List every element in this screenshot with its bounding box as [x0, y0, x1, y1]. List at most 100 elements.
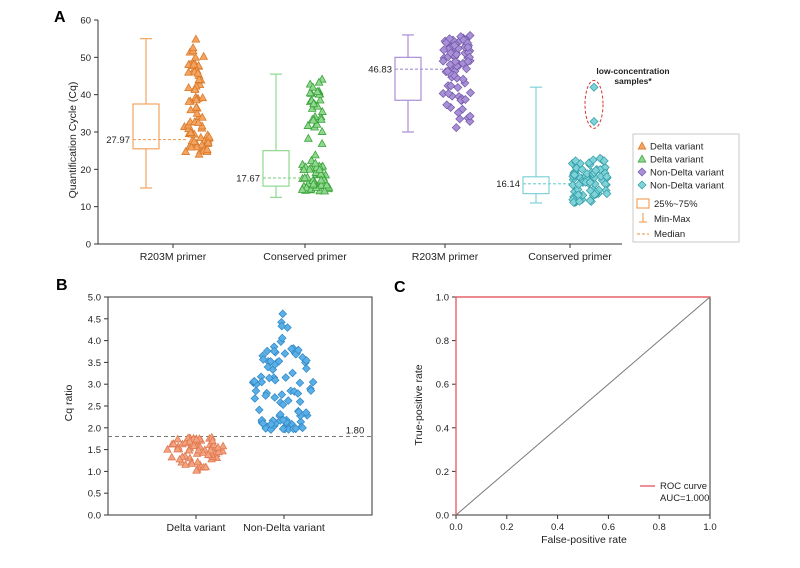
data-point-triangle	[208, 436, 217, 444]
data-point-diamond	[463, 42, 473, 52]
data-point-triangle	[303, 120, 313, 129]
data-point-diamond	[295, 378, 305, 388]
data-point-triangle	[173, 434, 182, 443]
data-point-triangle	[181, 460, 190, 468]
data-point-diamond	[441, 38, 451, 48]
data-point-triangle	[185, 436, 195, 445]
legend-item-label: Delta variant	[650, 142, 704, 153]
data-point-triangle	[316, 175, 326, 184]
roc-legend-label: ROC curve	[660, 481, 707, 492]
data-point-triangle	[306, 155, 316, 164]
data-point-triangle	[190, 84, 200, 93]
data-point-diamond	[451, 123, 461, 133]
panel-letter-c: C	[394, 279, 406, 296]
panel-a-category-label: R203M primer	[140, 251, 207, 263]
data-point-diamond	[251, 386, 261, 396]
data-point-diamond	[250, 394, 260, 403]
data-point-triangle	[300, 173, 310, 182]
panel-c-y-tick-label: 0.0	[436, 511, 449, 522]
panel-c-x-tick-label: 1.0	[703, 522, 716, 533]
data-point-triangle	[202, 144, 212, 153]
data-point-diamond	[582, 169, 592, 179]
data-point-diamond	[438, 56, 448, 66]
threshold-label: 1.80	[346, 426, 365, 437]
legend-item-label: Non-Delta variant	[650, 168, 724, 179]
iqr-box	[394, 56, 422, 101]
data-point-triangle	[297, 184, 307, 193]
data-point-triangle	[189, 136, 199, 145]
data-point-diamond	[589, 82, 599, 92]
data-point-diamond	[442, 100, 452, 110]
panel-b-category-label: Non-Delta variant	[243, 522, 325, 534]
data-point-triangle	[317, 106, 327, 115]
data-point-diamond	[463, 57, 473, 66]
data-point-triangle	[203, 450, 213, 458]
data-point-triangle	[175, 454, 184, 463]
data-point-diamond	[298, 353, 307, 362]
data-point-triangle	[315, 164, 325, 174]
panel-b-y-tick-label: 0.5	[88, 489, 101, 500]
data-point-diamond	[278, 309, 288, 319]
low-concentration-annotation: low-concentration	[596, 66, 669, 76]
data-point-triangle	[320, 186, 330, 195]
data-point-triangle	[304, 164, 314, 173]
data-point-diamond	[263, 362, 273, 372]
data-point-diamond	[277, 321, 287, 331]
data-point-triangle	[198, 93, 208, 102]
panel-b-y-axis-label: Cq ratio	[63, 384, 75, 421]
data-point-diamond	[575, 196, 585, 206]
data-point-diamond	[308, 377, 318, 387]
data-point-triangle	[322, 180, 332, 189]
panel-c-x-tick-label: 0.6	[602, 522, 615, 533]
data-point-diamond	[465, 116, 475, 126]
data-point-triangle	[312, 86, 322, 95]
iqr-box	[522, 176, 550, 195]
data-point-diamond	[291, 424, 301, 433]
data-point-triangle	[315, 95, 325, 104]
data-point-triangle	[201, 462, 211, 471]
panel-b-y-tick-label: 3.0	[88, 380, 101, 391]
data-point-diamond	[465, 88, 475, 98]
panel-a-y-tick-label: 60	[80, 16, 91, 27]
data-point-diamond	[288, 368, 297, 378]
data-point-diamond	[250, 376, 259, 386]
panel-c-y-axis-label: True-positive rate	[413, 364, 425, 445]
data-point-triangle	[173, 444, 182, 453]
panel-b-y-tick-label: 2.0	[88, 423, 101, 434]
panel-c-x-axis-label: False-positive rate	[541, 534, 627, 546]
data-point-diamond	[445, 60, 455, 70]
data-point-diamond	[637, 180, 647, 190]
panel-c-x-tick-label: 0.4	[551, 522, 564, 533]
data-point-diamond	[266, 357, 275, 366]
data-point-diamond	[591, 165, 601, 175]
iqr-box	[132, 103, 160, 150]
data-point-diamond	[453, 83, 463, 93]
data-point-diamond	[443, 66, 453, 76]
data-point-diamond	[306, 386, 316, 395]
data-point-diamond	[257, 377, 267, 387]
data-point-diamond	[450, 40, 460, 50]
panel-a-y-tick-label: 50	[80, 53, 91, 64]
data-point-triangle	[310, 150, 320, 159]
data-point-triangle	[637, 154, 647, 163]
panel-a-y-tick-label: 20	[80, 165, 91, 176]
data-point-diamond	[602, 189, 612, 199]
panel-letter-b: B	[56, 277, 68, 294]
panel-c-y-tick-label: 0.4	[436, 423, 449, 434]
data-point-triangle	[193, 68, 203, 77]
auc-label: AUC=1.000	[660, 493, 709, 504]
data-point-diamond	[574, 180, 584, 190]
data-point-diamond	[280, 349, 290, 358]
data-point-triangle	[192, 108, 202, 117]
data-point-triangle	[305, 88, 315, 97]
data-point-diamond	[460, 95, 470, 105]
data-point-diamond	[278, 400, 288, 410]
data-point-diamond	[588, 155, 598, 165]
data-point-triangle	[192, 434, 201, 443]
data-point-diamond	[261, 391, 270, 400]
data-point-diamond	[439, 45, 449, 55]
panel-b-frame	[107, 296, 373, 516]
panel-a-category-label: R203M primer	[412, 251, 479, 263]
data-point-triangle	[308, 82, 318, 91]
